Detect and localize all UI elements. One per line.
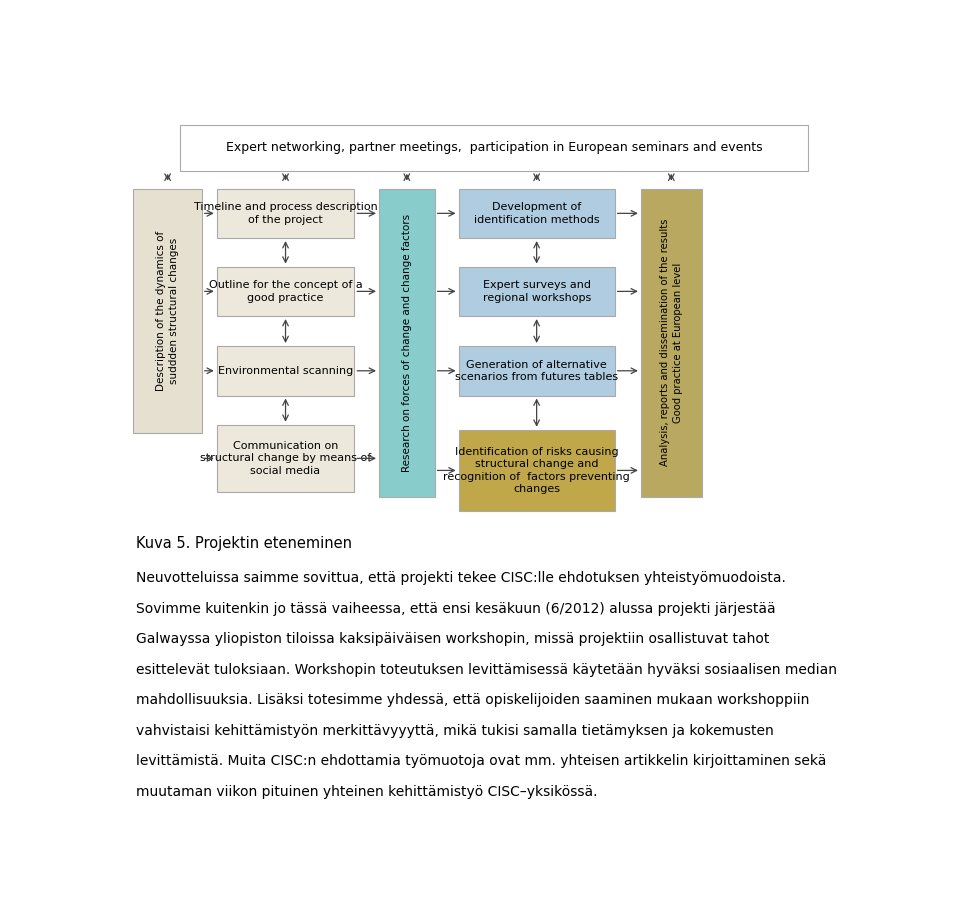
Bar [217,346,354,396]
Bar [641,189,702,497]
Bar [180,124,808,170]
Text: esittelevät tuloksiaan. Workshopin toteutuksen levittämisessä käytetään hyväksi : esittelevät tuloksiaan. Workshopin toteu… [136,663,837,677]
Text: Analysis, reports and dissemination of the results
Good practice at European lev: Analysis, reports and dissemination of t… [660,219,683,466]
Bar [217,425,354,492]
Text: Expert surveys and
regional workshops: Expert surveys and regional workshops [483,280,590,303]
Text: Kuva 5. Projektin eteneminen: Kuva 5. Projektin eteneminen [136,536,352,551]
Text: Environmental scanning: Environmental scanning [218,366,353,376]
Text: Timeline and process description
of the project: Timeline and process description of the … [194,202,377,225]
Bar [459,429,614,511]
Text: Galwayssa yliopiston tiloissa kaksipäiväisen workshopin, missä projektiin osalli: Galwayssa yliopiston tiloissa kaksipäivä… [136,633,770,647]
Text: Research on forces of change and change factors: Research on forces of change and change … [402,214,412,472]
Text: Description of the dynamics of
suddden structural changes: Description of the dynamics of suddden s… [156,231,179,391]
Bar [379,189,435,497]
Bar [459,266,614,316]
Text: muutaman viikon pituinen yhteinen kehittämistyö CISC–yksikössä.: muutaman viikon pituinen yhteinen kehitt… [136,785,598,799]
Bar [459,189,614,239]
Text: Outline for the concept of a
good practice: Outline for the concept of a good practi… [208,280,363,303]
Text: levittämistä. Muita CISC:n ehdottamia työmuotoja ovat mm. yhteisen artikkelin ki: levittämistä. Muita CISC:n ehdottamia ty… [136,754,827,768]
Bar [459,346,614,396]
Bar [217,189,354,239]
Text: mahdollisuuksia. Lisäksi totesimme yhdessä, että opiskelijoiden saaminen mukaan : mahdollisuuksia. Lisäksi totesimme yhdes… [136,694,809,707]
Text: vahvistaisi kehittämistyön merkittävyyyttä, mikä tukisi samalla tietämyksen ja k: vahvistaisi kehittämistyön merkittävyyyt… [136,724,774,738]
Text: Generation of alternative
scenarios from futures tables: Generation of alternative scenarios from… [455,359,618,382]
Bar [217,266,354,316]
Text: Neuvotteluissa saimme sovittua, että projekti tekee CISC:lle ehdotuksen yhteisty: Neuvotteluissa saimme sovittua, että pro… [136,571,786,586]
Text: Sovimme kuitenkin jo tässä vaiheessa, että ensi kesäkuun (6/2012) alussa projekt: Sovimme kuitenkin jo tässä vaiheessa, et… [136,602,776,616]
Text: Identification of risks causing
structural change and
recognition of  factors pr: Identification of risks causing structur… [444,447,630,494]
Text: Expert networking, partner meetings,  participation in European seminars and eve: Expert networking, partner meetings, par… [226,141,762,154]
Bar [133,189,202,433]
Text: Development of
identification methods: Development of identification methods [474,202,599,225]
Text: Communication on
structural change by means of
social media: Communication on structural change by me… [200,441,372,476]
